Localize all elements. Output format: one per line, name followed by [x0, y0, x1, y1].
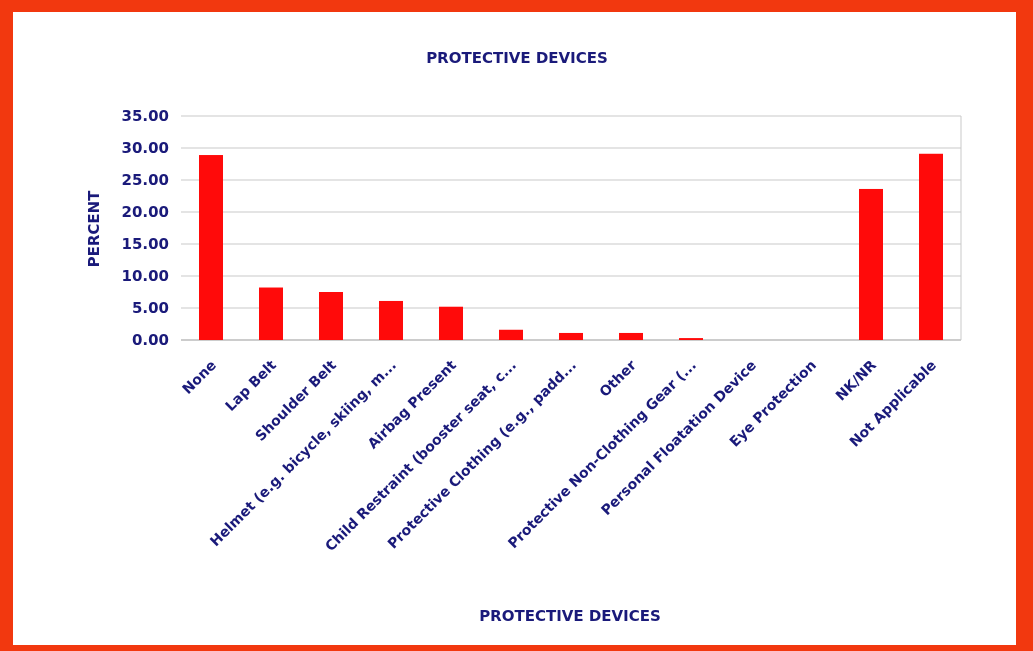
y-axis-label: PERCENT: [85, 190, 103, 268]
y-tick-label: 30.00: [122, 139, 169, 157]
y-tick-label: 15.00: [122, 235, 169, 253]
bar: [199, 155, 223, 340]
y-tick-label: 25.00: [122, 171, 169, 189]
gridlines: [181, 115, 962, 341]
x-tick-label: None: [180, 358, 220, 398]
y-tick-label: 20.00: [122, 203, 169, 221]
y-tick-labels: 0.00 5.00 10.00 15.00 20.00 25.00 30.00 35.00: [122, 107, 169, 349]
bar: [439, 306, 463, 340]
bar: [319, 292, 343, 340]
frame-border-bottom: [0, 645, 1033, 651]
y-tick-label: 0.00: [132, 331, 169, 349]
frame-border-right: [1016, 0, 1033, 651]
y-tick-label: 10.00: [122, 267, 169, 285]
bar: [619, 332, 643, 340]
bar: [919, 153, 943, 340]
bar: [379, 300, 403, 340]
frame-border-top: [0, 0, 1033, 12]
bar: [559, 332, 583, 340]
x-tick-label: Other: [597, 357, 640, 400]
bar: [859, 188, 883, 340]
y-tick-label: 35.00: [122, 107, 169, 125]
x-tick-label: Lap Belt: [223, 357, 280, 414]
bar: [499, 329, 523, 340]
x-axis-label: PROTECTIVE DEVICES: [479, 607, 661, 625]
chart-title: PROTECTIVE DEVICES: [426, 49, 608, 67]
bar: [259, 287, 283, 340]
x-tick-label: NK/NR: [833, 357, 880, 404]
y-tick-label: 5.00: [132, 299, 169, 317]
bar: [679, 338, 703, 340]
bars: [199, 153, 943, 340]
frame-border-left: [0, 0, 13, 651]
